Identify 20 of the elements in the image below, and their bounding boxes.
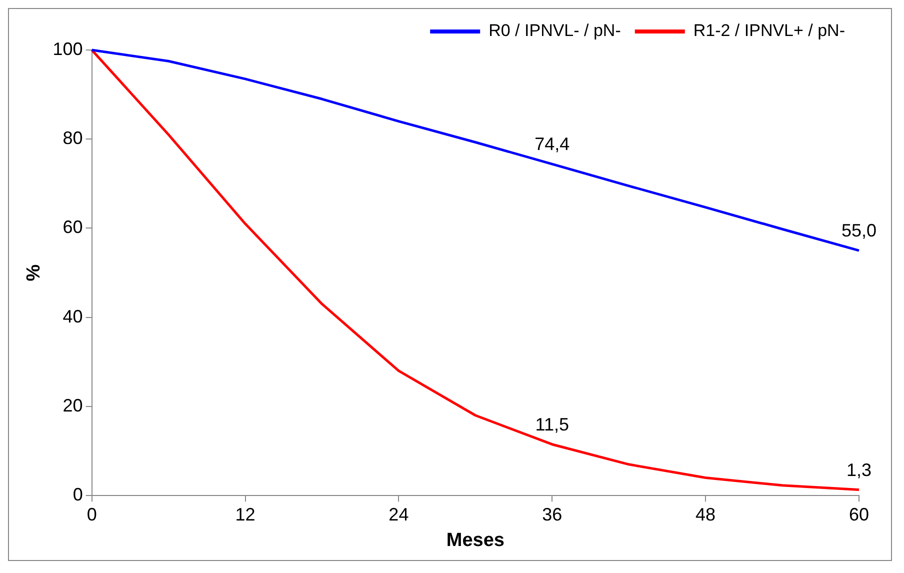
- x-tick-label: 60: [848, 504, 870, 524]
- data-label: 55,0: [841, 220, 877, 240]
- legend-label: R0 / IPNVL- / pN-: [488, 21, 621, 40]
- x-tick-label: 12: [235, 504, 256, 524]
- x-tick-label: 0: [86, 504, 97, 524]
- data-label: 1,3: [846, 460, 872, 480]
- y-tick-label: 80: [62, 128, 83, 148]
- y-axis-title: %: [24, 264, 45, 282]
- x-axis-title: Meses: [446, 530, 504, 551]
- x-tick-label: 48: [696, 504, 716, 524]
- data-label: 11,5: [535, 414, 569, 434]
- legend-label: R1-2 / IPNVL+ / pN-: [693, 21, 845, 40]
- x-tick-label: 36: [542, 504, 562, 524]
- y-tick-label: 20: [62, 395, 83, 416]
- y-tick-label: 0: [72, 484, 83, 505]
- y-tick-label: 100: [52, 38, 83, 59]
- data-label: 74,4: [534, 134, 570, 154]
- x-tick-label: 24: [388, 504, 409, 524]
- y-tick-label: 60: [62, 217, 83, 238]
- y-tick-label: 40: [62, 306, 83, 326]
